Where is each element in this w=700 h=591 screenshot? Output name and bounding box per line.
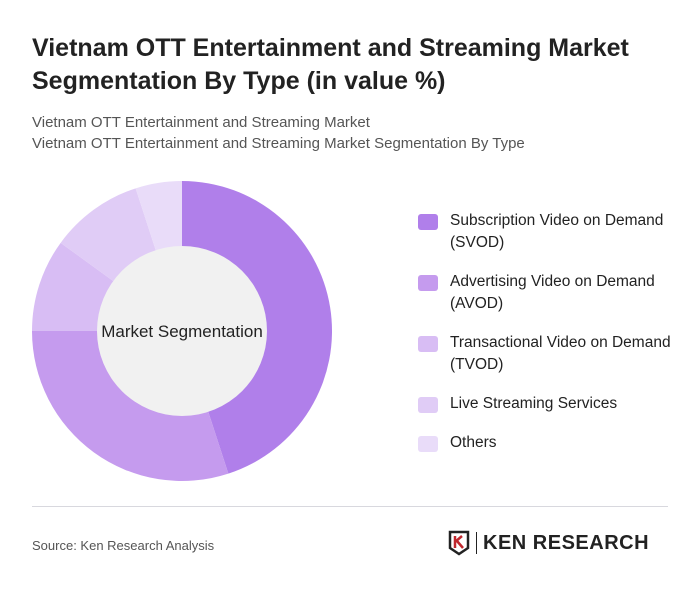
logo-separator [476,532,477,554]
legend-item[interactable]: Live Streaming Services [418,393,688,415]
legend-label: Subscription Video on Demand (SVOD) [450,212,664,251]
donut-chart: Market Segmentation [32,181,333,482]
logo-text: KEN RESEARCH [483,531,650,554]
legend-item[interactable]: Others [418,432,688,454]
logo-shield-icon [448,530,470,556]
subtitle-segmentation: Vietnam OTT Entertainment and Streaming … [32,135,525,152]
legend: Subscription Video on Demand (SVOD) Adve… [418,210,688,471]
divider [32,506,668,507]
legend-item[interactable]: Subscription Video on Demand (SVOD) [418,210,688,254]
legend-swatch [418,214,438,230]
legend-item[interactable]: Transactional Video on Demand (TVOD) [418,332,688,376]
legend-swatch [418,436,438,452]
source-note: Source: Ken Research Analysis [32,538,215,553]
legend-label: Transactional Video on Demand (TVOD) [450,334,671,373]
legend-item[interactable]: Advertising Video on Demand (AVOD) [418,271,688,315]
ken-research-logo: KEN RESEARCH [448,530,649,556]
legend-label: Advertising Video on Demand (AVOD) [450,273,655,312]
legend-label: Others [450,434,497,451]
legend-swatch [418,275,438,291]
subtitle-market: Vietnam OTT Entertainment and Streaming … [32,114,370,131]
chart-title: Vietnam OTT Entertainment and Streaming … [32,34,629,95]
legend-swatch [418,397,438,413]
legend-label: Live Streaming Services [450,395,618,412]
donut-hole [97,246,267,416]
center-label: Market Segmentation [101,322,263,341]
legend-swatch [418,336,438,352]
